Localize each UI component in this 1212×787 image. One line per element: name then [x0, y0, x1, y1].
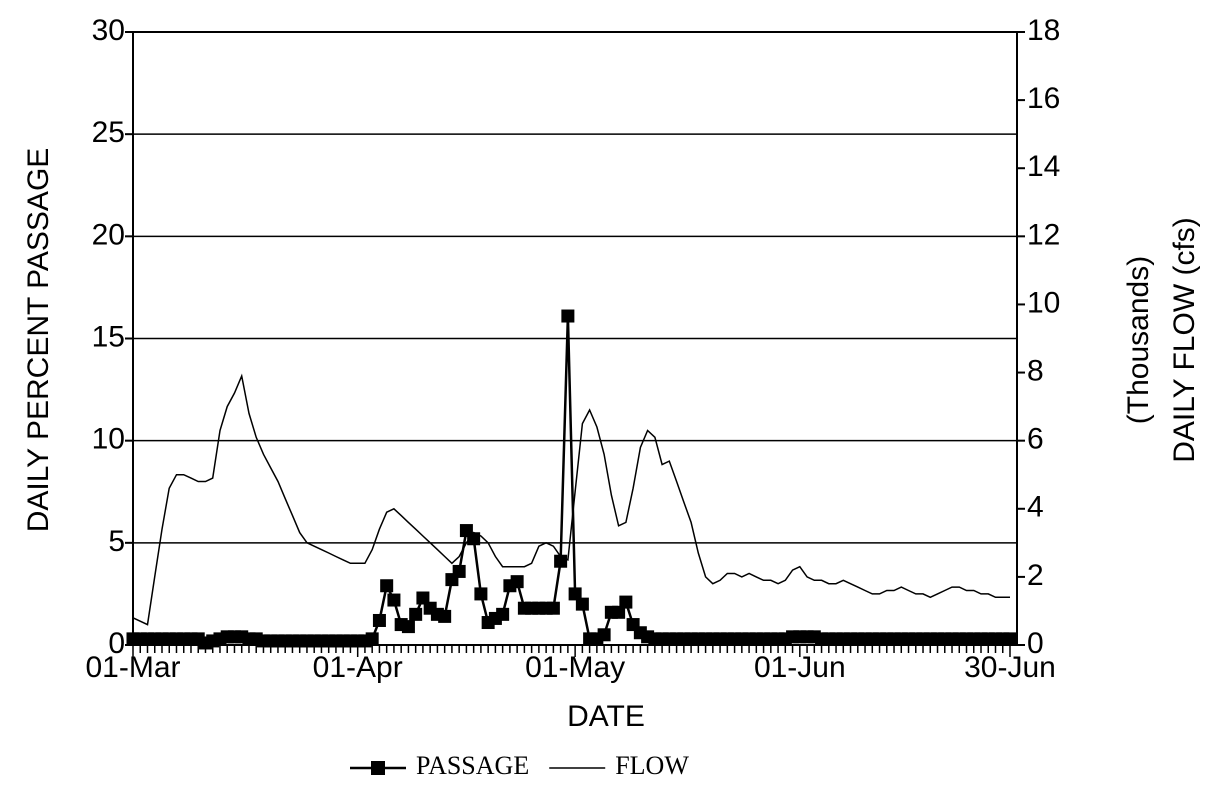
x-tick-label: 30-Jun	[964, 651, 1056, 684]
marker	[401, 620, 415, 634]
y-axis-label: DAILY PERCENT PASSAGE	[22, 148, 55, 533]
y2-tick-label: 0	[1027, 627, 1044, 660]
legend-marker	[371, 761, 385, 775]
y-tick-label: 25	[92, 116, 125, 149]
y2-tick-label: 2	[1027, 559, 1044, 592]
marker	[510, 575, 524, 589]
marker	[416, 591, 430, 605]
marker	[409, 607, 423, 621]
marker	[561, 309, 575, 323]
y-tick-label: 15	[92, 320, 125, 353]
marker	[380, 579, 394, 593]
y-tick-label: 20	[92, 218, 125, 251]
legend-label: FLOW	[615, 751, 689, 780]
marker	[546, 601, 560, 615]
marker	[597, 628, 611, 642]
x-tick-label: 01-Mar	[85, 651, 180, 684]
marker	[619, 595, 633, 609]
x-tick-label: 01-Jun	[754, 651, 846, 684]
x-axis-label: DATE	[567, 700, 645, 733]
series-line	[132, 373, 1010, 626]
y2-tick-label: 6	[1027, 423, 1044, 456]
marker	[568, 587, 582, 601]
y-tick-label: 30	[92, 14, 125, 47]
y-tick-label: 5	[108, 525, 125, 558]
y2-axis-label: (Thousands)	[1122, 256, 1155, 424]
x-tick-label: 01-May	[525, 651, 625, 684]
y2-axis-label: DAILY FLOW (cfs)	[1168, 217, 1201, 463]
y-tick-label: 10	[92, 423, 125, 456]
marker	[474, 587, 488, 601]
y-tick-label: 0	[108, 627, 125, 660]
y2-tick-label: 8	[1027, 354, 1044, 387]
marker	[496, 607, 510, 621]
y2-tick-label: 16	[1027, 82, 1060, 115]
y2-tick-label: 12	[1027, 218, 1060, 251]
marker	[1003, 632, 1017, 646]
y2-tick-label: 14	[1027, 150, 1060, 183]
marker	[438, 609, 452, 623]
marker	[372, 613, 386, 627]
marker	[612, 605, 626, 619]
marker	[387, 593, 401, 607]
y2-tick-label: 4	[1027, 491, 1044, 524]
marker	[365, 632, 379, 646]
marker	[575, 597, 589, 611]
y2-tick-label: 18	[1027, 14, 1060, 47]
marker	[467, 532, 481, 546]
marker	[452, 564, 466, 578]
legend-label: PASSAGE	[416, 751, 529, 780]
y2-tick-label: 10	[1027, 286, 1060, 319]
x-tick-label: 01-Apr	[313, 651, 403, 684]
